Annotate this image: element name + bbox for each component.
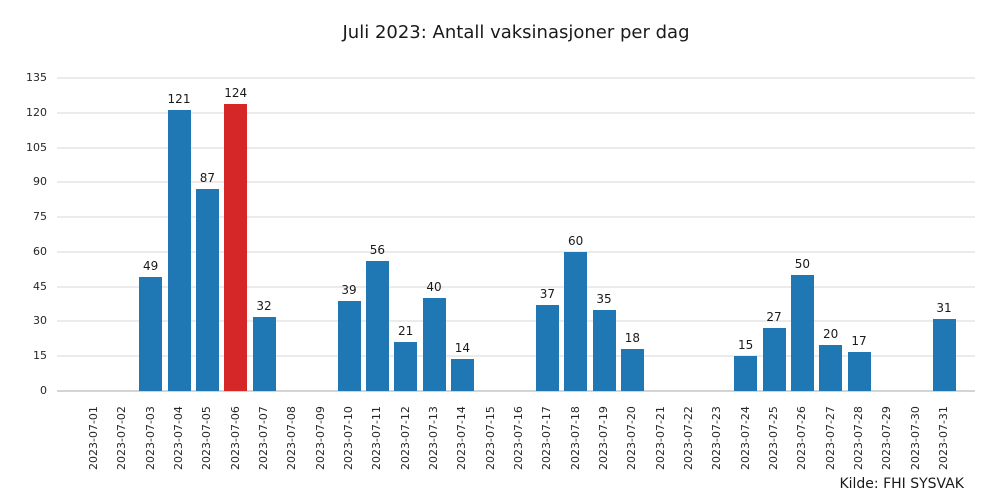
bar	[592, 309, 616, 391]
x-tick-label: 2023-07-14	[455, 406, 469, 470]
y-tick-label: 120	[26, 105, 47, 119]
x-tick-label: 2023-07-19	[597, 406, 610, 470]
bar-value-label: 31	[936, 301, 952, 316]
x-tick-label: 2023-07-24	[738, 406, 752, 470]
gridline	[57, 320, 975, 323]
bar-value-label: 40	[426, 280, 442, 295]
x-tick-label: 2023-07-16	[512, 406, 525, 470]
bar-highlighted	[224, 103, 248, 391]
x-tick-label: 2023-07-23	[710, 406, 724, 470]
x-tick-label: 2023-07-26	[795, 406, 809, 470]
y-tick-label: 0	[40, 384, 47, 397]
chart-title: Juli 2023: Antall vaksinasjoner per dag	[342, 22, 690, 43]
bar	[847, 351, 871, 391]
bar	[734, 356, 758, 391]
x-tick-label: 2023-07-27	[823, 406, 837, 470]
bar-value-label: 15	[738, 338, 754, 353]
gridline	[57, 181, 975, 184]
x-tick-label: 2023-07-22	[682, 406, 695, 470]
x-tick-label: 2023-07-01	[87, 406, 100, 470]
x-tick-label: 2023-07-06	[228, 406, 242, 470]
y-tick-label: 75	[33, 210, 47, 224]
bar	[252, 316, 276, 391]
bar	[167, 110, 191, 391]
y-tick-label: 30	[33, 314, 47, 328]
x-tick-label: 2023-07-31	[937, 406, 950, 470]
y-tick-label: 105	[26, 140, 47, 154]
x-tick-label: 2023-07-09	[313, 406, 327, 470]
bar	[365, 261, 389, 391]
baseline-gridline	[57, 390, 975, 392]
bar	[535, 305, 559, 391]
bar-value-label: 32	[256, 298, 272, 313]
bar-value-label: 21	[398, 324, 414, 339]
x-tick-label: 2023-07-13	[427, 406, 440, 470]
gridline	[57, 250, 975, 253]
bar-value-label: 14	[454, 340, 470, 355]
bar-value-label: 87	[199, 171, 215, 186]
bar-value-label: 37	[539, 287, 555, 302]
x-tick-label: 2023-07-29	[880, 406, 894, 470]
bar	[620, 349, 644, 391]
x-tick-label: 2023-07-18	[568, 406, 582, 470]
bar	[422, 298, 446, 391]
bar-value-label: 18	[624, 331, 640, 346]
source-note: Kilde: FHI SYSVAK	[839, 476, 964, 492]
x-tick-label: 2023-07-10	[342, 406, 355, 470]
bar	[450, 358, 474, 391]
bar-value-label: 50	[794, 257, 810, 272]
y-tick-label: 60	[33, 244, 47, 258]
x-tick-label: 2023-07-12	[398, 406, 412, 470]
bar-value-label: 60	[568, 233, 584, 248]
bar-value-label: 121	[167, 92, 191, 107]
x-tick-label: 2023-07-05	[200, 406, 214, 470]
bar	[790, 275, 814, 391]
y-tick-label: 90	[33, 175, 47, 189]
x-tick-label: 2023-07-25	[767, 406, 780, 470]
bar	[195, 189, 219, 391]
bar-value-label: 20	[823, 326, 839, 341]
x-tick-label: 2023-07-17	[540, 406, 554, 470]
x-tick-label: 2023-07-02	[115, 406, 129, 470]
bar	[932, 319, 956, 391]
x-tick-label: 2023-07-07	[257, 406, 270, 470]
bar-value-label: 17	[851, 333, 867, 348]
x-tick-label: 2023-07-08	[285, 406, 299, 470]
x-tick-label: 2023-07-20	[625, 406, 639, 470]
bar	[762, 328, 786, 391]
bar-value-label: 56	[369, 243, 385, 258]
gridline	[57, 216, 975, 219]
x-tick-label: 2023-07-21	[653, 406, 667, 470]
y-tick-label: 15	[33, 349, 47, 363]
x-tick-label: 2023-07-28	[852, 406, 865, 470]
x-tick-label: 2023-07-04	[172, 406, 185, 470]
bar	[394, 342, 418, 391]
bar-value-label: 39	[341, 282, 357, 297]
bar	[337, 300, 361, 391]
bar-value-label: 27	[766, 310, 782, 325]
gridline	[57, 355, 975, 358]
x-tick-label: 2023-07-03	[143, 406, 157, 470]
x-tick-label: 2023-07-15	[483, 406, 497, 470]
bar	[139, 277, 163, 391]
gridline	[57, 77, 975, 79]
bar-value-label: 35	[596, 291, 612, 306]
gridline	[57, 285, 975, 288]
gridline	[57, 111, 975, 114]
bar	[564, 251, 588, 391]
bar-value-label: 124	[224, 85, 248, 100]
y-tick-label: 45	[33, 279, 47, 293]
y-tick-label: 135	[26, 71, 47, 84]
x-tick-label: 2023-07-11	[370, 406, 384, 470]
gridline	[57, 146, 975, 149]
bar-value-label: 49	[143, 259, 159, 274]
bar	[819, 344, 843, 391]
x-tick-label: 2023-07-30	[908, 406, 922, 470]
